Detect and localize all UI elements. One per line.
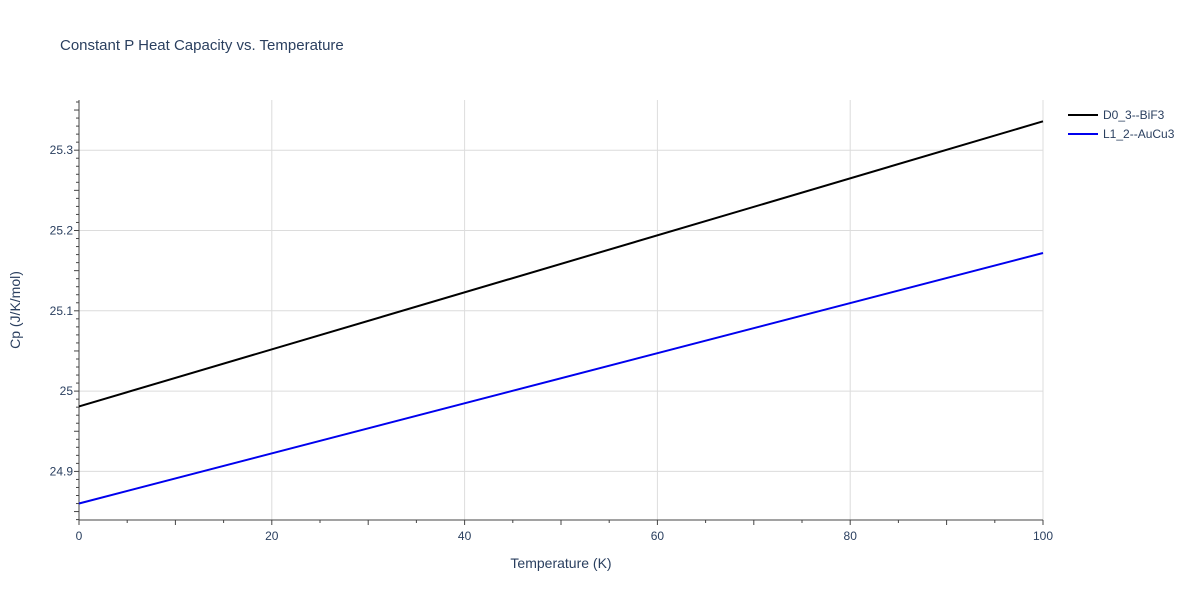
y-tick-label: 25.2 [50, 223, 74, 237]
legend-label: L1_2--AuCu3 [1103, 127, 1175, 141]
y-tick-label: 25 [60, 384, 74, 398]
axes: 0 20 40 60 80 100 24.9 25 25.1 25.2 25.3 [50, 100, 1053, 543]
legend: D0_3--BiF3 L1_2--AuCu3 [1068, 108, 1175, 141]
x-tick-label: 100 [1033, 529, 1053, 543]
x-tick-label: 80 [844, 529, 858, 543]
series-line-1 [78, 120, 1044, 408]
y-tick-label: 24.9 [50, 464, 74, 478]
y-axis-title: Cp (J/K/mol) [7, 271, 23, 349]
grid [79, 100, 1044, 520]
x-tick-label: 60 [651, 529, 665, 543]
plot-area [78, 120, 1044, 505]
chart-title: Constant P Heat Capacity vs. Temperature [60, 37, 344, 54]
x-tick-label: 40 [458, 529, 472, 543]
y-tick-label: 25.1 [50, 304, 74, 318]
x-axis-title: Temperature (K) [510, 555, 611, 571]
series-line-2 [78, 252, 1044, 505]
legend-label: D0_3--BiF3 [1103, 108, 1165, 122]
y-tick-label: 25.3 [50, 143, 74, 157]
x-tick-label: 20 [265, 529, 279, 543]
x-tick-label: 0 [76, 529, 83, 543]
